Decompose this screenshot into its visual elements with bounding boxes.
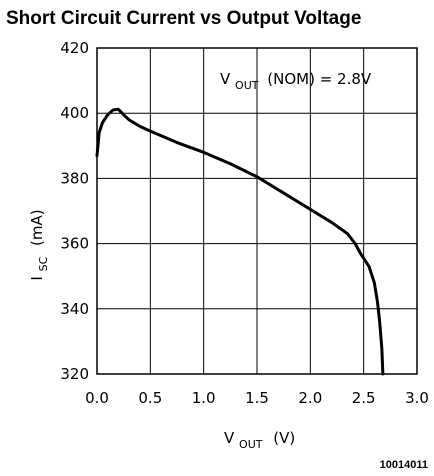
y-tick-label: 400 bbox=[60, 104, 89, 122]
annotation-rest: (NOM) = 2.8V bbox=[267, 70, 372, 88]
y-tick-label: 320 bbox=[60, 365, 89, 383]
y-tick-label: 380 bbox=[60, 169, 89, 187]
y-tick-label: 340 bbox=[60, 300, 89, 318]
x-axis-label: V OUT (V) bbox=[224, 429, 295, 452]
x-tick-label: 2.0 bbox=[298, 389, 322, 407]
y-axis-label-sub: SC bbox=[37, 256, 50, 271]
x-axis-label-unit: (V) bbox=[273, 429, 295, 447]
annotation: V OUT (NOM) = 2.8V bbox=[220, 70, 372, 93]
y-axis-label: I SC (mA) bbox=[28, 209, 51, 280]
figure-id: 10014011 bbox=[380, 459, 428, 471]
x-tick-label: 3.0 bbox=[405, 389, 429, 407]
annotation-main: V bbox=[220, 70, 231, 88]
series-line bbox=[95, 107, 385, 376]
y-tick-label: 420 bbox=[60, 39, 89, 57]
x-axis-label-main: V bbox=[224, 429, 235, 447]
y-tick-label: 360 bbox=[60, 235, 89, 253]
x-tick-label: 1.0 bbox=[192, 389, 216, 407]
x-tick-label: 0.5 bbox=[138, 389, 162, 407]
y-axis-ticks: 320 340 360 380 400 420 bbox=[60, 39, 89, 383]
chart-title: Short Circuit Current vs Output Voltage bbox=[6, 8, 361, 29]
y-axis-label-unit: (mA) bbox=[28, 209, 46, 246]
x-tick-label: 2.5 bbox=[352, 389, 376, 407]
x-tick-label: 0.0 bbox=[85, 389, 109, 407]
y-axis-label-main: I bbox=[28, 276, 46, 280]
grid bbox=[96, 47, 418, 375]
x-tick-label: 1.5 bbox=[245, 389, 269, 407]
annotation-sub: OUT bbox=[235, 79, 259, 92]
x-axis-label-sub: OUT bbox=[239, 438, 263, 451]
x-axis-ticks: 0.0 0.5 1.0 1.5 2.0 2.5 3.0 bbox=[85, 389, 429, 407]
plot-frame bbox=[96, 47, 418, 375]
